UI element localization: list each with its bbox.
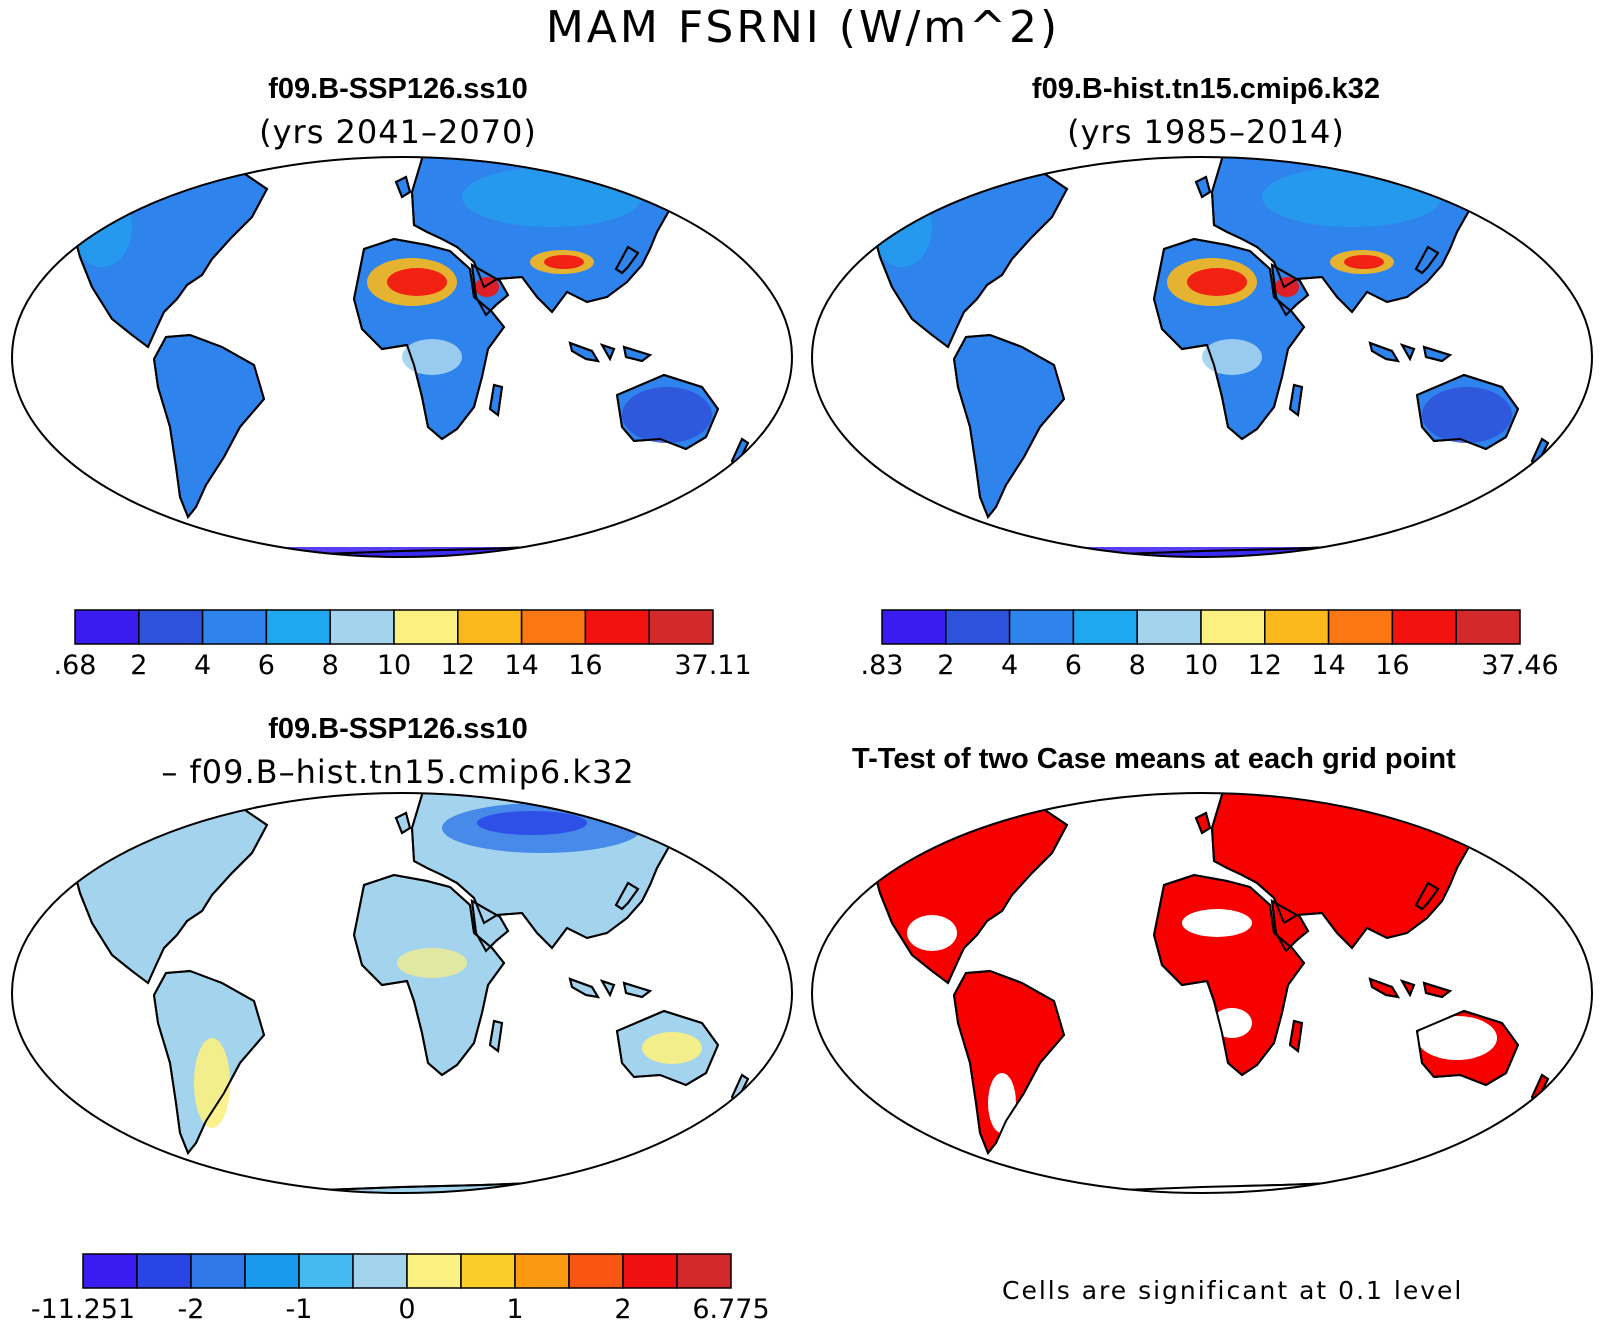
colorbar-swatch xyxy=(568,1253,624,1289)
colorbar-3: -11.251 -2 -1 0 1 2 6.775 xyxy=(31,1253,770,1323)
map-frame xyxy=(811,792,1593,1194)
colorbar-tick-label: 16 xyxy=(568,650,602,681)
colorbar-swatch xyxy=(74,609,140,645)
colorbar-swatch xyxy=(584,609,650,645)
colorbar-swatch xyxy=(265,609,331,645)
colorbar-2: .83 2 4 6 8 10 12 14 16 37.46 xyxy=(861,609,1559,681)
map-frame xyxy=(11,156,793,558)
colorbar-tick-label: 6.775 xyxy=(692,1294,769,1323)
colorbar-swatch xyxy=(190,1253,246,1289)
colorbar-swatch xyxy=(82,1253,138,1289)
colorbar-swatch xyxy=(457,609,523,645)
map-panel-1 xyxy=(11,156,793,558)
colorbar-tick-label: 14 xyxy=(1311,650,1345,681)
colorbar-swatch xyxy=(244,1253,300,1289)
colorbar-tick-label: 16 xyxy=(1375,650,1409,681)
colorbar-swatch xyxy=(138,609,204,645)
colorbar-tick-label: .68 xyxy=(54,650,97,681)
panel-2-subtitle: (yrs 1985–2014) xyxy=(1067,113,1345,151)
map-panel-4 xyxy=(811,792,1593,1194)
map-frame xyxy=(811,156,1593,558)
colorbar-swatch xyxy=(298,1253,354,1289)
map-panel-2 xyxy=(811,156,1593,558)
colorbar-swatch xyxy=(622,1253,678,1289)
colorbar-tick-label: 0 xyxy=(398,1294,415,1323)
panel-1-subtitle: (yrs 2041–2070) xyxy=(259,113,537,151)
colorbar-tick-label: 4 xyxy=(194,650,211,681)
significance-footnote: Cells are significant at 0.1 level xyxy=(1002,1276,1464,1305)
colorbar-tick-label: 6 xyxy=(258,650,275,681)
colorbar-swatch xyxy=(1455,609,1521,645)
colorbar-swatch xyxy=(881,609,947,645)
map-frame xyxy=(11,792,793,1194)
colorbar-1: .68 2 4 6 8 10 12 14 16 37.11 xyxy=(54,609,752,681)
colorbar-tick-label: 12 xyxy=(441,650,475,681)
colorbar-swatch xyxy=(352,1253,408,1289)
colorbar-tick-label: 8 xyxy=(1129,650,1146,681)
colorbar-swatch xyxy=(136,1253,192,1289)
colorbar-swatch xyxy=(945,609,1011,645)
colorbar-tick-label: 8 xyxy=(322,650,339,681)
figure-title: MAM FSRNI (W/m^2) xyxy=(545,2,1061,53)
colorbar-swatch xyxy=(406,1253,462,1289)
colorbar-tick-label: 37.11 xyxy=(674,650,751,681)
colorbar-swatch xyxy=(393,609,459,645)
colorbar-tick-label: -11.251 xyxy=(31,1294,135,1323)
panel-2-title: f09.B-hist.tn15.cmip6.k32 xyxy=(1031,73,1381,105)
colorbar-swatch xyxy=(676,1253,732,1289)
colorbar-tick-label: 2 xyxy=(614,1294,631,1323)
colorbar-swatch xyxy=(1264,609,1330,645)
colorbar-swatch xyxy=(514,1253,570,1289)
colorbar-tick-label: 6 xyxy=(1065,650,1082,681)
colorbar-swatch xyxy=(1072,609,1138,645)
colorbar-tick-label: -1 xyxy=(286,1294,313,1323)
colorbar-swatch xyxy=(460,1253,516,1289)
colorbar-swatch xyxy=(201,609,268,645)
colorbar-swatch xyxy=(1327,609,1394,645)
panel-3-subtitle: – f09.B–hist.tn15.cmip6.k32 xyxy=(161,753,635,791)
colorbar-tick-label: 2 xyxy=(937,650,954,681)
colorbar-tick-label: .83 xyxy=(861,650,904,681)
map-panel-3 xyxy=(11,792,793,1194)
colorbar-tick-label: 10 xyxy=(1184,650,1218,681)
colorbar-swatch xyxy=(1200,609,1266,645)
panel-4-title: T-Test of two Case means at each grid po… xyxy=(852,743,1456,775)
colorbar-tick-label: -2 xyxy=(178,1294,205,1323)
colorbar-tick-label: 2 xyxy=(130,650,147,681)
colorbar-tick-label: 12 xyxy=(1248,650,1282,681)
panel-3-title: f09.B-SSP126.ss10 xyxy=(268,713,528,745)
colorbar-swatch xyxy=(1136,609,1202,645)
colorbar-tick-label: 1 xyxy=(506,1294,523,1323)
colorbar-tick-label: 37.46 xyxy=(1481,650,1558,681)
colorbar-swatch xyxy=(329,609,395,645)
colorbar-tick-label: 10 xyxy=(377,650,411,681)
colorbar-tick-label: 14 xyxy=(504,650,538,681)
colorbar-swatch xyxy=(520,609,587,645)
colorbar-tick-label: 4 xyxy=(1001,650,1018,681)
panel-1-title: f09.B-SSP126.ss10 xyxy=(268,73,528,105)
colorbar-swatch xyxy=(648,609,714,645)
colorbar-swatch xyxy=(1391,609,1457,645)
colorbar-swatch xyxy=(1008,609,1075,645)
